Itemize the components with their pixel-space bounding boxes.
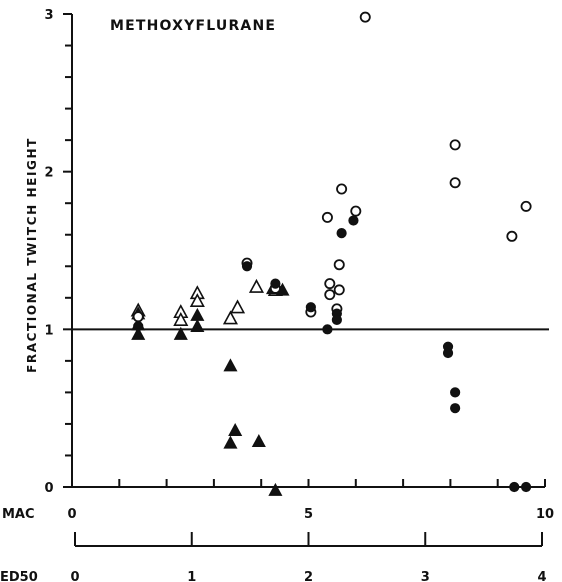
- y-tick-label: 2: [44, 166, 53, 181]
- open-circle-point: [336, 183, 348, 195]
- open-circle-point: [449, 177, 461, 189]
- open-circle-point: [333, 259, 345, 271]
- filled-circle-point: [270, 278, 281, 289]
- ed50-tick-label: 3: [421, 570, 430, 582]
- open-circle-point: [350, 205, 362, 217]
- filled-circle-point: [348, 215, 359, 226]
- filled-triangle-point: [223, 358, 238, 372]
- ed50-tick-label: 2: [304, 570, 313, 582]
- open-circle-point: [324, 289, 336, 301]
- open-circle-point: [321, 211, 333, 223]
- open-triangle-point: [173, 311, 189, 326]
- open-triangle-point: [248, 278, 265, 293]
- open-triangle-point: [230, 299, 246, 314]
- mac-tick-label: 5: [304, 507, 313, 522]
- chart-title: METHOXYFLURANE: [110, 18, 276, 34]
- open-triangle-point: [222, 310, 238, 325]
- mac-axis-name: MAC: [2, 507, 35, 522]
- open-circle-point: [449, 139, 461, 151]
- ed50-tick-label: 1: [187, 570, 196, 582]
- filled-triangle-point: [131, 326, 146, 340]
- ed50-tick-label: 4: [537, 570, 546, 582]
- open-circle-point: [132, 311, 144, 323]
- y-tick-label: 0: [44, 481, 53, 496]
- y-tick-label: 1: [44, 323, 53, 338]
- filled-circle-point: [305, 302, 316, 313]
- axes-layer: [63, 13, 549, 547]
- y-axis-label: FRACTIONAL TWITCH HEIGHT: [25, 137, 39, 373]
- filled-triangle-point: [228, 422, 243, 437]
- marks-layer: [130, 11, 532, 496]
- filled-circle-point: [331, 314, 342, 325]
- ed50-tick-label: 0: [70, 570, 79, 582]
- mac-tick-label: 0: [67, 507, 76, 522]
- filled-circle-point: [241, 261, 253, 272]
- y-tick-label: 3: [44, 8, 53, 23]
- labels-layer: 0 1 2 3 MAC 0 5 10 ED50 0 1 2 3 4: [0, 8, 554, 582]
- open-circle-point: [506, 230, 518, 242]
- mac-tick-label: 10: [536, 507, 554, 522]
- filled-circle-point: [450, 387, 461, 398]
- open-circle-point: [359, 11, 371, 23]
- filled-triangle-point: [190, 307, 205, 321]
- ed50-axis-name: ED50: [0, 570, 38, 582]
- filled-circle-point: [450, 403, 461, 414]
- filled-triangle-point: [173, 326, 188, 340]
- open-circle-point: [333, 284, 345, 296]
- filled-triangle-point: [268, 482, 283, 496]
- filled-triangle-point: [251, 434, 266, 448]
- filled-triangle-point: [223, 435, 238, 449]
- filled-circle-point: [442, 347, 454, 359]
- open-circle-point: [324, 278, 336, 290]
- open-circle-point: [520, 200, 532, 212]
- filled-circle-point: [336, 228, 347, 239]
- open-triangle-point: [189, 293, 205, 308]
